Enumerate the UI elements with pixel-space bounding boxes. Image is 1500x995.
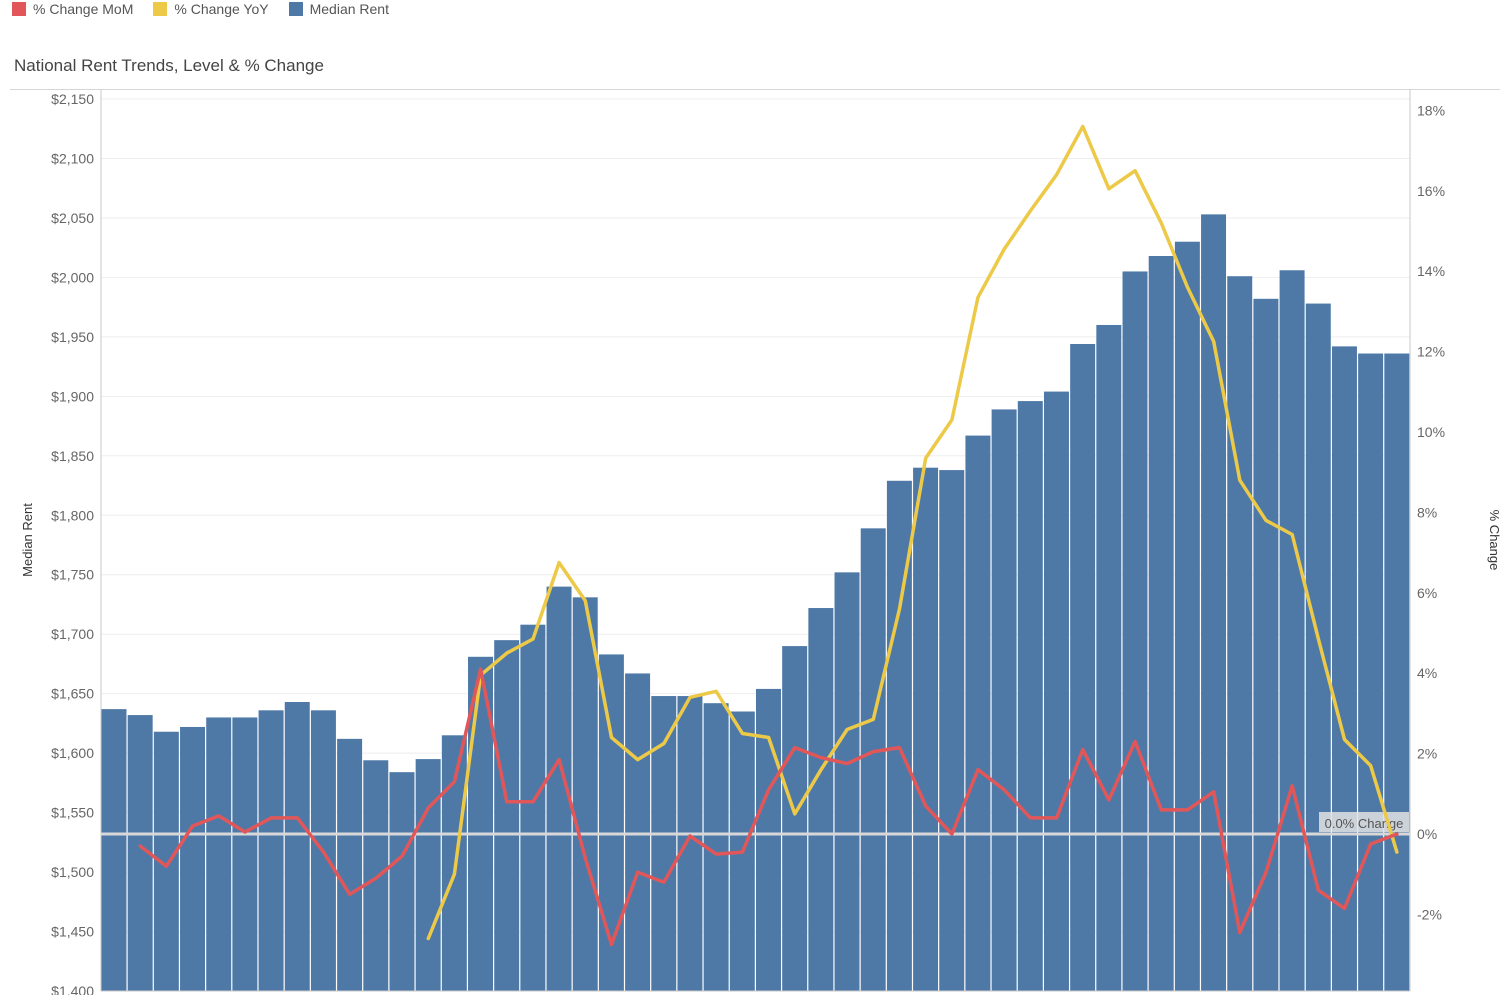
right-tick-label: 16% [1417, 183, 1445, 199]
left-tick-label: $1,500 [51, 864, 94, 880]
bar-median-rent [1043, 391, 1069, 991]
right-tick-label: -2% [1417, 906, 1442, 922]
bar-median-rent [1096, 324, 1122, 991]
right-tick-label: 8% [1417, 504, 1437, 520]
bar-median-rent [363, 760, 389, 991]
line-pct-change-yoy [426, 124, 1399, 941]
right-tick-label: 6% [1417, 585, 1437, 601]
bar-median-rent [1070, 344, 1096, 991]
bar-median-rent [389, 772, 415, 991]
bar-median-rent [1358, 353, 1384, 991]
left-tick-label: $2,000 [51, 269, 94, 285]
legend-item-median-rent[interactable]: Median Rent [288, 1, 389, 17]
legend-label-mom: % Change MoM [33, 1, 134, 17]
bar-median-rent [782, 646, 808, 991]
bar-median-rent [572, 597, 598, 991]
left-tick-label: $1,850 [51, 448, 94, 464]
left-tick-label: $1,950 [51, 329, 94, 345]
left-tick-label: $1,750 [51, 567, 94, 583]
bar-median-rent [284, 701, 310, 991]
left-tick-label: $1,550 [51, 805, 94, 821]
left-tick-label: $2,050 [51, 210, 94, 226]
right-tick-label: 14% [1417, 263, 1445, 279]
bar-median-rent [206, 717, 232, 991]
legend-item-mom[interactable]: % Change MoM [12, 1, 133, 17]
legend-swatch-yoy [153, 2, 168, 16]
bar-median-rent [1331, 346, 1357, 991]
chart-title: National Rent Trends, Level & % Change [14, 56, 324, 75]
reference-label: 0.0% Change [1325, 816, 1404, 831]
bar-median-rent [808, 608, 834, 991]
left-tick-label: $2,150 [51, 91, 94, 107]
left-tick-label: $1,900 [51, 388, 94, 404]
left-tick-label: $2,100 [51, 150, 94, 166]
bar-median-rent [1017, 401, 1043, 991]
legend-label-median-rent: Median Rent [309, 1, 389, 17]
right-tick-label: 0% [1417, 826, 1437, 842]
bar-median-rent [991, 409, 1017, 991]
bar-median-rent [834, 572, 860, 991]
bar-median-rent [1201, 214, 1227, 991]
bar-median-rent [1384, 353, 1410, 991]
legend-swatch-median-rent [288, 2, 303, 16]
left-tick-label: $1,650 [51, 686, 94, 702]
legend: % Change MoM % Change YoY Median Rent [12, 0, 389, 18]
bar-median-rent [1122, 271, 1148, 991]
title-divider [10, 89, 1500, 90]
bar-median-rent [101, 709, 127, 991]
bar-median-rent [1279, 270, 1305, 991]
right-tick-label: 18% [1417, 102, 1445, 118]
bar-median-rent [494, 640, 520, 991]
bar-median-rent [1253, 298, 1279, 992]
bar-median-rent [965, 435, 991, 992]
right-tick-label: 4% [1417, 665, 1437, 681]
bar-median-rent [913, 467, 939, 991]
bar-median-rent [1227, 276, 1253, 991]
legend-item-yoy[interactable]: % Change YoY [153, 1, 269, 17]
bar-median-rent [1148, 255, 1174, 991]
right-tick-label: 12% [1417, 344, 1445, 360]
left-tick-label: $1,700 [51, 626, 94, 642]
bar-median-rent [520, 624, 546, 991]
bar-median-rent [756, 688, 781, 991]
left-axis-title: Median Rent [20, 503, 35, 577]
bar-median-rent [415, 759, 441, 991]
bar-median-rent [598, 654, 624, 991]
bar-median-rent [180, 726, 206, 991]
left-tick-label: $1,600 [51, 745, 94, 761]
bar-median-rent [939, 470, 965, 991]
right-axis-title: % Change [1487, 510, 1500, 571]
bar-median-rent [258, 710, 284, 991]
legend-label-yoy: % Change YoY [174, 1, 269, 17]
bar-median-rent [337, 738, 363, 991]
line-pct-change-mom [138, 667, 1399, 947]
right-tick-label: 10% [1417, 424, 1445, 440]
left-tick-label: $1,400 [51, 983, 94, 995]
legend-swatch-mom [12, 2, 26, 16]
left-tick-label: $1,800 [51, 507, 94, 523]
bar-median-rent [232, 717, 258, 991]
bar-median-rent [860, 528, 886, 991]
bar-median-rent [1305, 303, 1331, 992]
left-tick-label: $1,450 [51, 924, 94, 940]
right-tick-label: 2% [1417, 746, 1437, 762]
bar-median-rent [625, 673, 651, 991]
bar-median-rent [1174, 241, 1200, 992]
